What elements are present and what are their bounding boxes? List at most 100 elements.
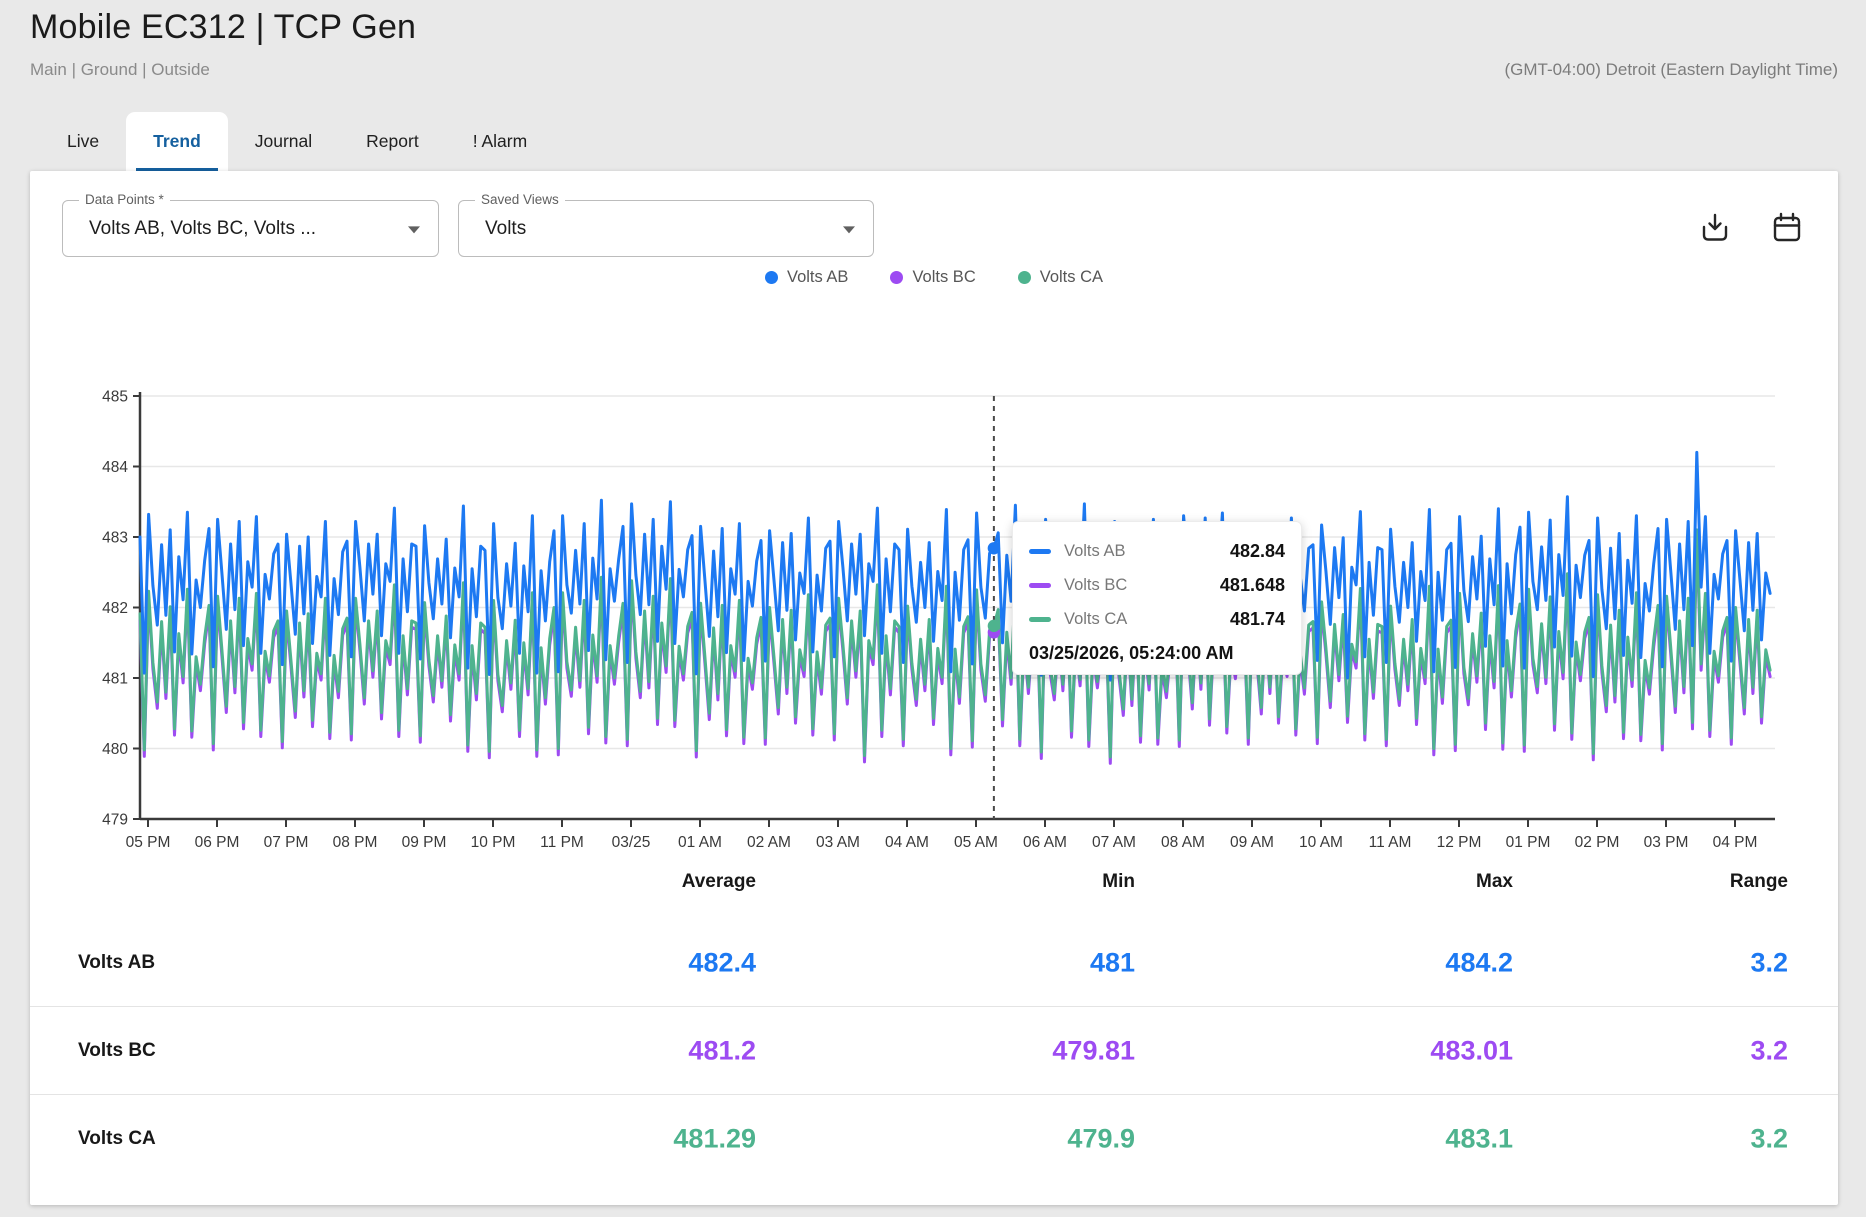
svg-text:485: 485: [102, 389, 128, 406]
min-value: 481: [1089, 947, 1135, 977]
data-points-label: Data Points *: [79, 192, 170, 207]
average-value: 482.4: [688, 947, 756, 977]
svg-text:10 PM: 10 PM: [471, 834, 516, 851]
svg-text:07 AM: 07 AM: [1092, 834, 1136, 851]
svg-text:07 PM: 07 PM: [264, 834, 309, 851]
column-header-min: Min: [1102, 871, 1135, 892]
tab-journal[interactable]: Journal: [254, 131, 313, 151]
chevron-down-icon: [408, 225, 420, 233]
svg-text:08 AM: 08 AM: [1161, 834, 1205, 851]
legend-dot: [764, 271, 778, 284]
saved-views-label: Saved Views: [475, 192, 565, 207]
tooltip-row: Volts CA 481.74: [1029, 602, 1285, 636]
svg-text:03 AM: 03 AM: [816, 834, 860, 851]
tooltip-row: Volts AB 482.84: [1029, 534, 1285, 568]
tab-report[interactable]: Report: [366, 131, 419, 151]
chevron-down-icon: [843, 225, 855, 233]
range-value: 3.2: [1750, 947, 1788, 977]
svg-text:08 PM: 08 PM: [333, 834, 378, 851]
stats-table: Average Min Max Range Volts AB 482.4 481…: [30, 871, 1838, 1182]
range-value: 3.2: [1750, 1123, 1788, 1153]
series-swatch: [1029, 548, 1051, 554]
svg-text:02 PM: 02 PM: [1575, 834, 1620, 851]
series-label: Volts CA: [1064, 609, 1128, 628]
trend-chart[interactable]: 479 480 481 482 483 484 485 05 PM 06 PM 07 PM 08 P…: [30, 357, 1838, 862]
legend-item-volts-ab[interactable]: Volts AB: [764, 268, 849, 287]
max-value: 484.2: [1445, 947, 1513, 977]
chart-legend: Volts AB Volts BC Volts CA: [30, 268, 1838, 287]
table-row-volts-ca: Volts CA 481.29 479.9 483.1 3.2: [30, 1094, 1838, 1182]
tab-live[interactable]: Live: [67, 131, 100, 151]
average-value: 481.2: [688, 1035, 756, 1065]
series-value: 481.74: [1229, 608, 1285, 629]
svg-text:05 PM: 05 PM: [126, 834, 171, 851]
svg-text:04 PM: 04 PM: [1713, 834, 1758, 851]
stats-header-row: Average Min Max Range: [30, 871, 1838, 919]
calendar-icon[interactable]: [1768, 209, 1806, 247]
legend-item-volts-bc[interactable]: Volts BC: [890, 268, 976, 287]
series-label: Volts BC: [1064, 575, 1128, 594]
table-row-volts-bc: Volts BC 481.2 479.81 483.01 3.2: [30, 1006, 1838, 1094]
trend-panel: Data Points * Volts AB, Volts BC, Volts …: [30, 171, 1838, 1205]
series-value: 481.648: [1219, 574, 1285, 595]
svg-text:03 PM: 03 PM: [1644, 834, 1689, 851]
row-label: Volts BC: [78, 1039, 156, 1061]
svg-text:12 PM: 12 PM: [1437, 834, 1482, 851]
svg-text:01 AM: 01 AM: [678, 834, 722, 851]
svg-text:04 AM: 04 AM: [885, 834, 929, 851]
svg-text:484: 484: [102, 459, 128, 476]
svg-text:02 AM: 02 AM: [747, 834, 791, 851]
svg-text:06 PM: 06 PM: [195, 834, 240, 851]
row-label: Volts AB: [78, 951, 156, 973]
column-header-max: Max: [1476, 871, 1513, 892]
timezone-label: (GMT-04:00) Detroit (Eastern Daylight Ti…: [1504, 60, 1838, 79]
svg-text:480: 480: [102, 741, 128, 758]
legend-dot: [890, 271, 904, 284]
legend-label: Volts AB: [786, 268, 849, 286]
chart-tooltip: Volts AB 482.84 Volts BC 481.648 Volts C…: [1012, 521, 1302, 675]
svg-text:11 AM: 11 AM: [1369, 834, 1412, 851]
average-value: 481.29: [673, 1123, 756, 1153]
saved-views-value: Volts: [485, 217, 527, 239]
range-value: 3.2: [1750, 1035, 1788, 1065]
svg-text:01 PM: 01 PM: [1506, 834, 1551, 851]
tooltip-timestamp: 03/25/2026, 05:24:00 AM: [1029, 643, 1234, 663]
svg-text:06 AM: 06 AM: [1023, 834, 1067, 851]
column-header-range: Range: [1729, 871, 1788, 892]
svg-text:09 PM: 09 PM: [402, 834, 447, 851]
svg-text:09 AM: 09 AM: [1230, 834, 1274, 851]
max-value: 483.1: [1445, 1123, 1513, 1153]
svg-text:11 PM: 11 PM: [540, 834, 584, 851]
download-icon[interactable]: [1696, 209, 1734, 247]
data-points-select[interactable]: Data Points * Volts AB, Volts BC, Volts …: [62, 192, 439, 257]
tooltip-row: Volts BC 481.648: [1029, 568, 1285, 602]
breadcrumb: Main | Ground | Outside: [30, 60, 210, 79]
series-label: Volts AB: [1064, 541, 1126, 560]
saved-views-select[interactable]: Saved Views Volts: [458, 192, 874, 257]
svg-text:483: 483: [102, 530, 128, 547]
legend-label: Volts BC: [912, 268, 976, 286]
svg-text:479: 479: [102, 812, 128, 829]
row-label: Volts CA: [78, 1127, 156, 1149]
svg-text:10 AM: 10 AM: [1299, 834, 1343, 851]
legend-label: Volts CA: [1039, 268, 1104, 286]
page-title: Mobile EC312 | TCP Gen: [30, 8, 417, 46]
series-swatch: [1029, 582, 1051, 588]
svg-text:481: 481: [102, 671, 128, 688]
series-swatch: [1029, 616, 1051, 622]
data-points-value: Volts AB, Volts BC, Volts ...: [89, 217, 317, 239]
series-value: 482.84: [1229, 540, 1285, 561]
svg-text:05 AM: 05 AM: [954, 834, 998, 851]
legend-item-volts-ca[interactable]: Volts CA: [1017, 268, 1104, 287]
tab-trend[interactable]: Trend: [126, 112, 228, 171]
svg-text:03/25: 03/25: [612, 834, 651, 851]
column-header-average: Average: [681, 871, 756, 892]
tab-alarm[interactable]: ! Alarm: [472, 131, 528, 151]
min-value: 479.9: [1067, 1123, 1135, 1153]
max-value: 483.01: [1430, 1035, 1513, 1065]
table-row-volts-ab: Volts AB 482.4 481 484.2 3.2: [30, 919, 1838, 1006]
tab-bar: Live Trend Journal Report ! Alarm: [40, 112, 554, 171]
svg-text:482: 482: [102, 600, 128, 617]
min-value: 479.81: [1052, 1035, 1135, 1065]
